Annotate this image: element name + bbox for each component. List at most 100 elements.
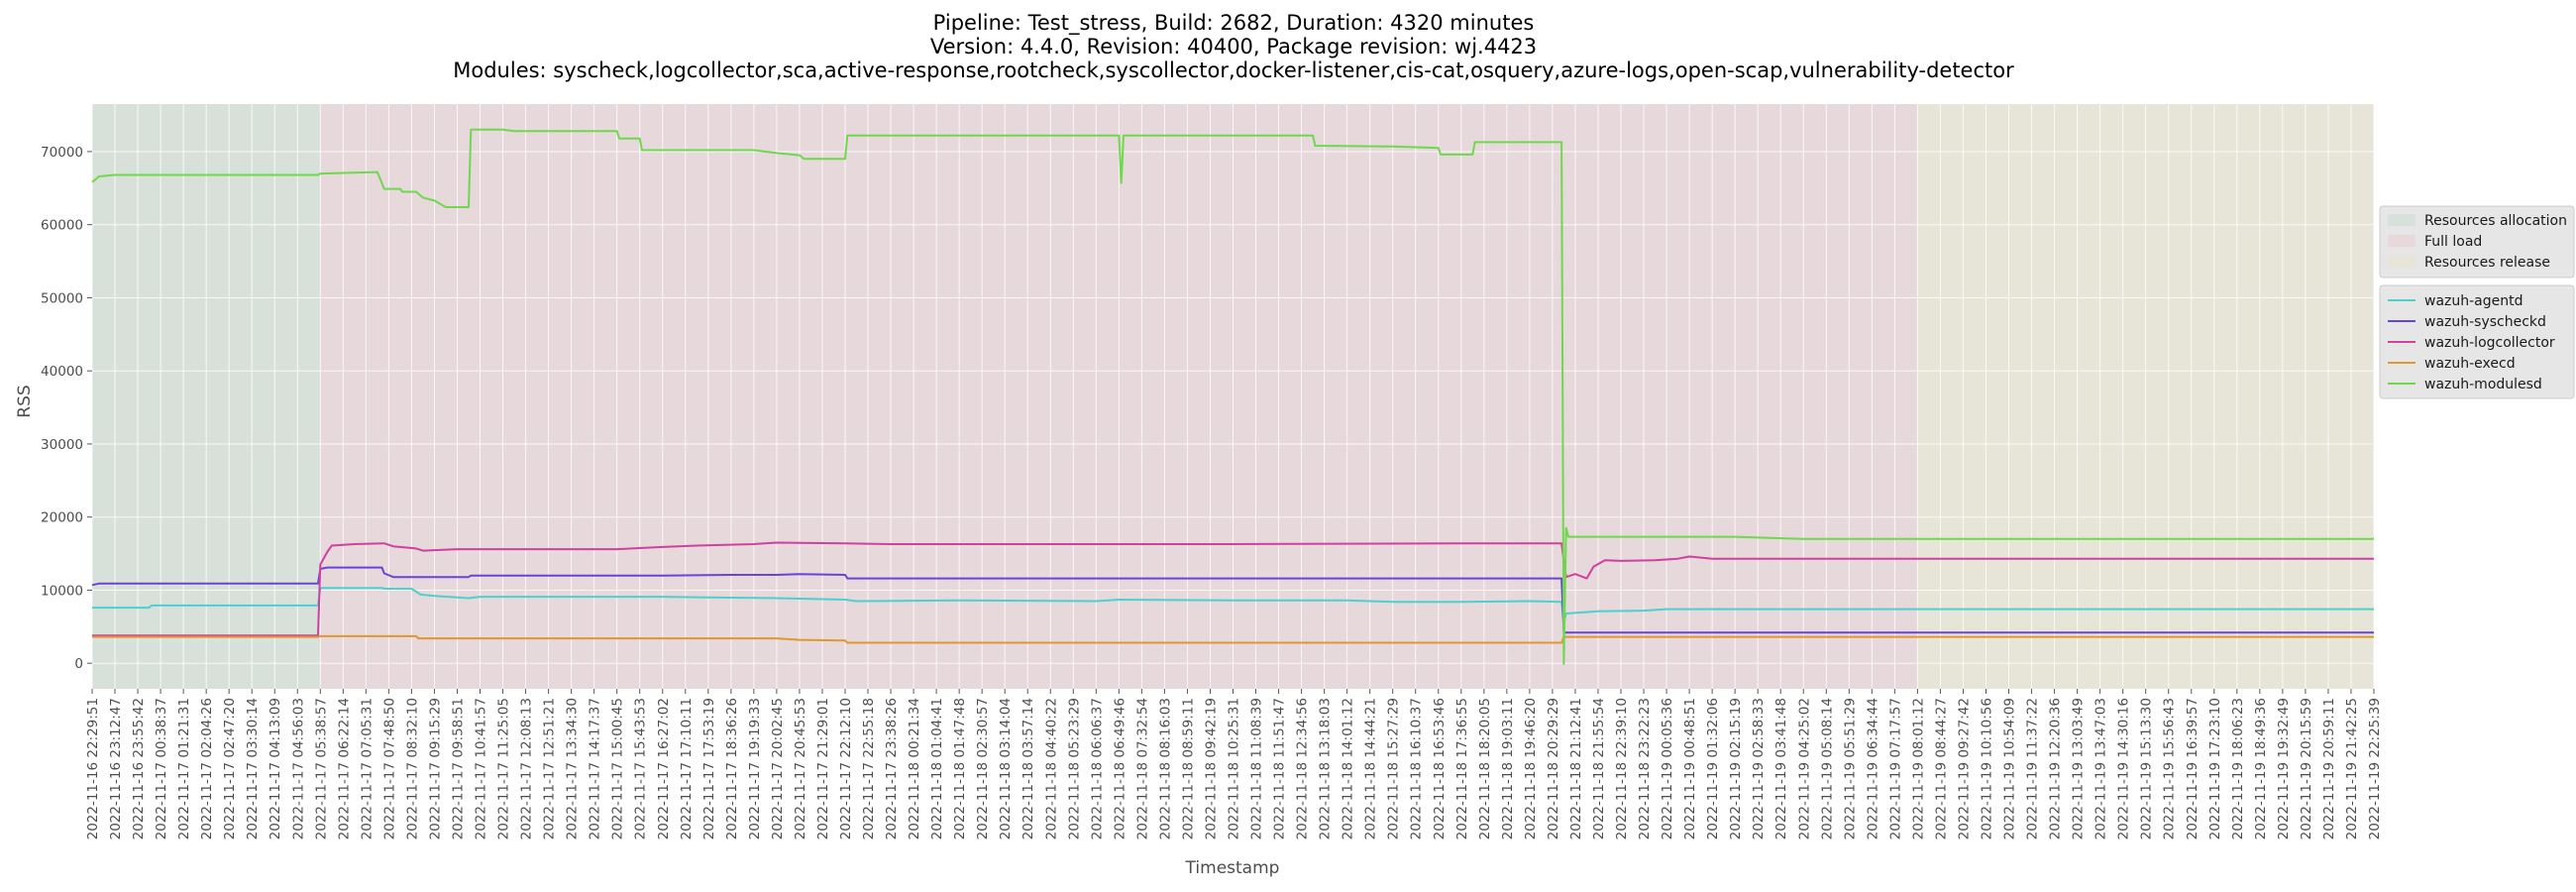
- phase-legend-label: Resources allocation: [2424, 213, 2567, 229]
- x-tick-label: 2022-11-17 05:38:57: [313, 698, 329, 839]
- x-tick-label: 2022-11-18 12:34:56: [1295, 698, 1311, 839]
- title-line-3: Modules: syscheck,logcollector,sca,activ…: [453, 58, 2014, 82]
- x-tick-label: 2022-11-18 16:53:46: [1432, 698, 1448, 839]
- x-tick-label: 2022-11-19 10:54:09: [2002, 698, 2018, 839]
- x-tick-label: 2022-11-17 02:04:26: [199, 698, 215, 839]
- x-tick-label: 2022-11-17 22:55:18: [861, 698, 877, 839]
- x-tick-labels: 2022-11-16 22:29:51 2022-11-16 23:12:47 20…: [85, 689, 2383, 839]
- x-tick-label: 2022-11-19 11:37:22: [2025, 698, 2041, 839]
- x-tick-label: 2022-11-19 15:13:30: [2139, 698, 2155, 839]
- phase-legend-label: Resources release: [2424, 255, 2550, 271]
- x-tick-label: 2022-11-19 12:20:36: [2048, 698, 2064, 839]
- x-tick-label: 2022-11-17 18:36:26: [724, 698, 740, 839]
- x-tick-label: 2022-11-18 13:18:03: [1318, 698, 1334, 839]
- phase-legend-box: [2379, 205, 2575, 279]
- series-legend-label: wazuh-agentd: [2424, 293, 2523, 309]
- y-tick-label: 50000: [41, 290, 83, 306]
- chart-title: Pipeline: Test_stress, Build: 2682, Dura…: [453, 11, 2014, 82]
- x-tick-label: 2022-11-17 12:51:21: [542, 698, 558, 839]
- x-axis-label: Timestamp: [1185, 858, 1280, 878]
- x-tick-label: 2022-11-18 00:21:34: [907, 698, 922, 839]
- x-tick-label: 2022-11-17 20:02:45: [770, 698, 786, 839]
- x-tick-label: 2022-11-19 17:23:10: [2207, 698, 2223, 839]
- x-tick-label: 2022-11-19 03:41:48: [1773, 698, 1789, 839]
- x-tick-label: 2022-11-17 12:08:13: [519, 698, 535, 839]
- x-tick-label: 2022-11-18 03:57:14: [1020, 698, 1036, 839]
- series-legend-label: wazuh-logcollector: [2424, 335, 2555, 351]
- x-tick-label: 2022-11-19 21:42:25: [2344, 698, 2360, 839]
- x-tick-label: 2022-11-18 10:25:31: [1227, 698, 1242, 839]
- x-tick-label: 2022-11-19 00:05:36: [1660, 698, 1675, 839]
- x-tick-label: 2022-11-19 00:48:51: [1682, 698, 1698, 839]
- x-tick-label: 2022-11-18 20:29:29: [1546, 698, 1561, 839]
- x-tick-label: 2022-11-19 01:32:06: [1705, 698, 1721, 839]
- y-tick-label: 30000: [41, 437, 83, 453]
- x-tick-label: 2022-11-17 15:00:45: [610, 698, 626, 839]
- x-tick-label: 2022-11-18 14:01:12: [1341, 698, 1356, 839]
- x-tick-label: 2022-11-17 04:13:09: [268, 698, 283, 839]
- x-tick-label: 2022-11-19 10:10:56: [1979, 698, 1994, 839]
- phase-legend-label: Full load: [2424, 234, 2482, 250]
- x-tick-label: 2022-11-17 17:10:11: [679, 698, 695, 839]
- x-tick-label: 2022-11-18 14:44:21: [1363, 698, 1379, 839]
- series-legend-label: wazuh-syscheckd: [2424, 314, 2546, 330]
- x-tick-label: 2022-11-18 02:30:57: [975, 698, 991, 839]
- x-tick-label: 2022-11-18 01:04:41: [929, 698, 945, 839]
- x-tick-label: 2022-11-18 22:39:10: [1614, 698, 1630, 839]
- x-tick-label: 2022-11-17 09:15:29: [427, 698, 443, 839]
- x-tick-label: 2022-11-19 16:39:57: [2185, 698, 2200, 839]
- x-tick-label: 2022-11-19 19:32:49: [2276, 698, 2292, 839]
- y-axis-label: RSS: [15, 385, 35, 417]
- x-tick-label: 2022-11-19 15:56:43: [2162, 698, 2178, 839]
- series-lines: [91, 128, 2374, 665]
- series-legend-box: [2379, 284, 2575, 399]
- phase-legend: Resources allocation Full load Resources r…: [2379, 205, 2575, 279]
- y-tick-label: 70000: [41, 145, 83, 161]
- x-tick-label: 2022-11-18 07:32:54: [1134, 698, 1150, 839]
- x-tick-label: 2022-11-18 09:42:19: [1203, 698, 1219, 839]
- x-tick-label: 2022-11-19 13:03:49: [2071, 698, 2087, 839]
- x-tick-label: 2022-11-19 13:47:03: [2093, 698, 2109, 839]
- x-tick-label: 2022-11-19 18:06:23: [2230, 698, 2246, 839]
- x-tick-label: 2022-11-17 11:25:05: [496, 698, 512, 839]
- x-tick-label: 2022-11-19 05:08:14: [1819, 698, 1835, 839]
- phase-legend-swatch: [2388, 256, 2415, 268]
- x-tick-label: 2022-11-17 00:38:37: [154, 698, 169, 839]
- title-line-2: Version: 4.4.0, Revision: 40400, Package…: [930, 35, 1537, 58]
- x-tick-label: 2022-11-17 06:22:14: [336, 698, 352, 839]
- y-tick-label: 0: [74, 656, 83, 672]
- x-tick-label: 2022-11-18 06:49:46: [1112, 698, 1127, 839]
- series-legend: wazuh-agentd wazuh-syscheckd wazuh-logcoll…: [2379, 284, 2575, 399]
- x-tick-label: 2022-11-16 23:12:47: [108, 698, 124, 839]
- y-tick-label: 60000: [41, 218, 83, 234]
- x-tick-label: 2022-11-17 07:48:50: [381, 698, 397, 839]
- x-tick-label: 2022-11-18 11:08:39: [1249, 698, 1265, 839]
- x-tick-label: 2022-11-16 23:55:42: [131, 698, 147, 839]
- x-tick-label: 2022-11-18 04:40:22: [1043, 698, 1059, 839]
- series-legend-label: wazuh-execd: [2424, 356, 2516, 372]
- x-tick-label: 2022-11-19 18:49:36: [2253, 698, 2269, 839]
- x-tick-label: 2022-11-18 18:20:05: [1477, 698, 1493, 839]
- y-tick-label: 20000: [41, 510, 83, 526]
- x-tick-label: 2022-11-18 08:59:11: [1180, 698, 1196, 839]
- x-tick-label: 2022-11-18 15:27:29: [1386, 698, 1402, 839]
- x-tick-label: 2022-11-19 02:58:33: [1751, 698, 1767, 839]
- x-tick-label: 2022-11-19 06:34:44: [1865, 698, 1880, 839]
- title-line-1: Pipeline: Test_stress, Build: 2682, Dura…: [933, 11, 1535, 36]
- x-tick-label: 2022-11-18 05:23:29: [1066, 698, 1082, 839]
- x-tick-label: 2022-11-19 22:25:39: [2367, 698, 2383, 839]
- x-tick-label: 2022-11-18 19:03:11: [1500, 698, 1516, 839]
- x-tick-label: 2022-11-18 17:36:55: [1454, 698, 1470, 839]
- x-tick-label: 2022-11-19 09:27:42: [1956, 698, 1972, 839]
- x-tick-label: 2022-11-17 19:19:33: [747, 698, 763, 839]
- x-tick-label: 2022-11-19 04:25:02: [1796, 698, 1812, 839]
- x-tick-label: 2022-11-17 21:29:01: [815, 698, 831, 839]
- x-tick-label: 2022-11-17 01:21:31: [176, 698, 192, 839]
- series-line-wazuh-execd: [92, 634, 2374, 644]
- x-tick-label: 2022-11-19 08:44:27: [1933, 698, 1949, 839]
- x-tick-label: 2022-11-18 03:14:04: [998, 698, 1014, 839]
- x-tick-label: 2022-11-16 22:29:51: [85, 698, 101, 839]
- x-tick-label: 2022-11-17 02:47:20: [222, 698, 238, 839]
- phase-legend-swatch: [2388, 214, 2415, 226]
